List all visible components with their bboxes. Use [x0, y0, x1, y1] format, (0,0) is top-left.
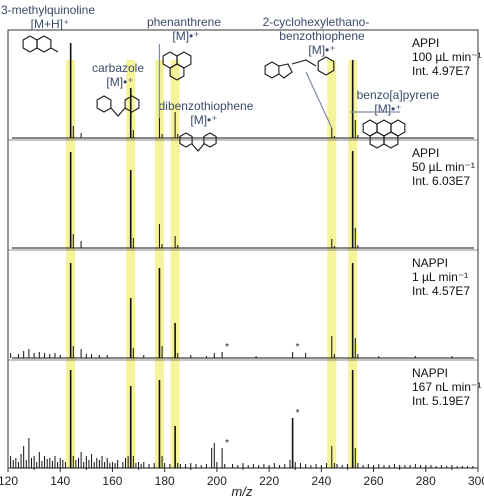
compound-ion-dibenzothiophene: [M]•⁺: [190, 113, 217, 127]
x-tick-label-300: 300: [468, 474, 484, 488]
intensity: Int. 4.97E7: [412, 64, 470, 78]
impurity-markers: * * * *: [225, 342, 300, 449]
x-tick-label-160: 160: [102, 474, 122, 488]
methyl-bond: [50, 47, 59, 53]
flow-rate: 1 µL min⁻¹: [412, 270, 468, 284]
compound-ion-3-methylquinoline: [M+H]⁺: [31, 17, 70, 31]
compound-name-3-methylquinoline: 3-methylquinoline: [1, 3, 95, 17]
quinoline-ring-2: [36, 35, 52, 53]
dbt-thiophene: [191, 143, 205, 152]
spectra-traces: [8, 43, 478, 469]
spectrum-panel-1: [8, 43, 478, 141]
x-axis-label: m/z: [232, 484, 253, 499]
star-marker-229: *: [296, 408, 300, 419]
compound-ion-cyclohexylethano: [M]•⁺: [308, 43, 335, 57]
spectrum-panel-4: [10, 370, 474, 469]
dbt-ring-1: [179, 132, 193, 148]
highlight-band-244: [327, 60, 337, 468]
ionization-source: APPI: [412, 36, 439, 50]
spectrum-panel-2: [8, 151, 478, 251]
star-marker-202: *: [225, 438, 229, 449]
x-tick-label-120: 120: [0, 474, 18, 488]
compound-name-dibenzothiophene: dibenzothiophene: [159, 99, 254, 113]
compound-name-benzo-a-pyrene: benzo[a]pyrene: [357, 88, 440, 102]
x-tick-label-140: 140: [50, 474, 70, 488]
compound-name-cyclohexylethano: 2-cyclohexylethano-: [263, 15, 370, 29]
quinoline-ring-1: [22, 35, 38, 53]
structure-drawings: [22, 35, 406, 152]
compound-name-benzothiophene: benzothiophene: [279, 29, 365, 43]
compound-ion-phenanthrene: [M]•⁺: [172, 29, 199, 43]
x-tick-label-240: 240: [311, 474, 331, 488]
carbazole-pyrrole: [110, 107, 126, 117]
leader-line-cyclohexyl: [305, 71, 333, 129]
cyclohexyl-ring: [317, 56, 335, 76]
compound-labels: 3-methylquinoline[M+H]⁺carbazole[M]•⁺phe…: [1, 3, 440, 127]
highlight-band-184: [170, 60, 180, 468]
x-tick-labels: 120 140 160 180 200 220 240 260 280 300: [0, 474, 484, 488]
star-marker-229: *: [296, 342, 300, 353]
flow-rate: 50 µL min⁻¹: [412, 160, 475, 174]
carbazole-ring-1: [96, 95, 112, 113]
ethano-chain: [291, 59, 317, 67]
ionization-source: NAPPI: [412, 366, 448, 380]
flow-rate: 167 nL min⁻¹: [412, 380, 481, 394]
flow-rate: 100 µL min⁻¹: [412, 50, 482, 64]
compound-ion-carbazole: [M]•⁺: [106, 75, 133, 89]
intensity: Int. 6.03E7: [412, 174, 470, 188]
x-tick-label-220: 220: [259, 474, 279, 488]
ionization-source: NAPPI: [412, 256, 448, 270]
dbt-ring-2: [203, 132, 217, 148]
x-tick-label-260: 260: [364, 474, 384, 488]
ionization-source: APPI: [412, 146, 439, 160]
bap-ring-5: [383, 131, 399, 149]
x-tick-label-280: 280: [416, 474, 436, 488]
highlight-band-178: [154, 60, 164, 468]
benzothiophene-ring: [264, 61, 280, 79]
x-tick-label-180: 180: [155, 474, 175, 488]
highlight-band-167: [126, 60, 136, 468]
star-marker-202: *: [225, 342, 229, 353]
compound-ion-benzo-a-pyrene: [M]•⁺: [374, 102, 401, 116]
intensity: Int. 4.57E7: [412, 284, 470, 298]
phenanthrene-ring-3: [169, 63, 185, 81]
x-tick-label-200: 200: [207, 474, 227, 488]
thiophene-ring: [278, 63, 293, 79]
intensity: Int. 5.19E7: [412, 394, 470, 408]
compound-name-phenanthrene: phenanthrene: [147, 15, 221, 29]
carbazole-ring-2: [124, 95, 140, 113]
compound-name-carbazole: carbazole: [92, 61, 144, 75]
spectrum-panel-3: [8, 263, 478, 361]
